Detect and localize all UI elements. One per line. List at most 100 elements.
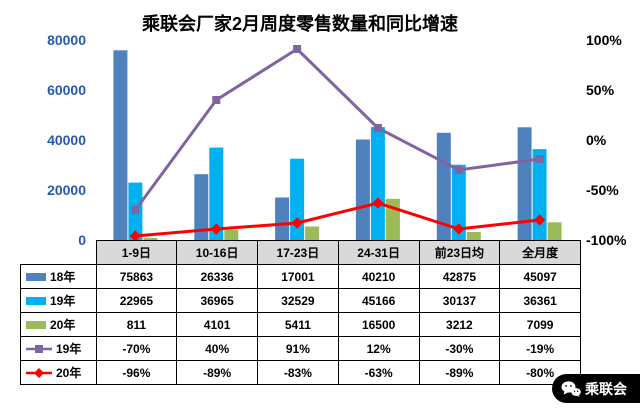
bar-18年-1-9日 [113, 50, 128, 240]
table-cell: 12% [337, 336, 420, 361]
right-axis-tick: -100% [586, 232, 627, 248]
table-cell: 75863 [95, 264, 178, 289]
table-cell: -83% [257, 360, 339, 385]
column-header: 1-9日 [95, 240, 178, 265]
table-cell: 32529 [257, 288, 339, 313]
line-marker-square [212, 96, 221, 104]
table-cell: 4101 [176, 312, 258, 337]
column-header: 17-23日 [257, 240, 339, 265]
line-marker-diamond [291, 217, 303, 229]
line-marker-diamond [210, 223, 222, 235]
table-cell: 36361 [499, 288, 581, 313]
table-row: 18年 75863 26336 17001 40210 42875 45097 [20, 264, 581, 289]
line-square-legend-icon [26, 345, 52, 353]
line-marker-square [373, 124, 382, 132]
series-name: 20年 [56, 366, 82, 380]
left-axis-tick: 80000 [47, 32, 86, 48]
table-row: 19年 -70% 40% 91% 12% -30% -19% [20, 336, 581, 361]
table-cell: 811 [95, 312, 178, 337]
table-cell: 7099 [499, 312, 581, 337]
left-axis-tick: 60000 [47, 82, 86, 98]
left-axis-tick: 20000 [47, 182, 86, 198]
table-cell: 16500 [337, 312, 420, 337]
right-axis-tick: 50% [586, 82, 615, 98]
table-cell: 30137 [418, 288, 501, 313]
column-header: 前23日均 [418, 240, 501, 265]
left-axis-tick: 40000 [47, 132, 86, 148]
chart-title: 乘联会厂家2月周度零售数量和同比增速 [141, 14, 458, 34]
series-legend-cell: 20年 [20, 312, 97, 337]
column-header: 10-16日 [176, 240, 258, 265]
table-cell: -63% [337, 360, 420, 385]
watermark-label: 乘联会 [585, 380, 627, 397]
table-cell: -89% [418, 360, 501, 385]
right-axis-tick: 0% [586, 132, 607, 148]
column-header: 全月度 [499, 240, 581, 265]
table-cell: -89% [176, 360, 258, 385]
table-header-row: 1-9日 10-16日 17-23日 24-31日 前23日均 全月度 [21, 240, 581, 265]
bar-19年-24-31日 [370, 127, 385, 240]
table-cell: 42875 [418, 264, 501, 289]
bar-20年-10-16日 [224, 229, 239, 240]
line-marker-diamond [533, 214, 546, 226]
table-cell: 40210 [337, 264, 420, 289]
left-axis-tick: 0 [78, 232, 86, 248]
table-row: 20年 811 4101 5411 16500 3212 7099 [20, 312, 581, 337]
table-cell: 22965 [95, 288, 178, 313]
line-marker-square [131, 206, 140, 214]
series-legend-cell: 18年 [20, 264, 97, 289]
growth-line-20年 [135, 201, 540, 238]
table-row: 20年 -96% -89% -83% -63% -89% -80% [20, 360, 581, 385]
line-marker-diamond [129, 230, 142, 242]
bar-18年-全月度 [517, 127, 532, 240]
table-cell: -96% [95, 360, 178, 385]
table-cell: 5411 [257, 312, 339, 337]
table-cell: -19% [499, 336, 581, 361]
series-name: 18年 [50, 270, 76, 284]
series-name: 19年 [50, 294, 76, 308]
table-cell: 40% [176, 336, 258, 361]
table-cell: 45166 [337, 288, 420, 313]
series-name: 20年 [50, 318, 76, 332]
wechat-icon [561, 380, 581, 397]
line-marker-square [535, 155, 544, 163]
bar-legend-icon [26, 321, 46, 329]
table-cell: 36965 [176, 288, 258, 313]
line-marker-square [293, 45, 302, 53]
table-cell: -70% [95, 336, 178, 361]
table-row: 19年 22965 36965 32529 45166 30137 36361 [20, 288, 581, 313]
growth-line-19年 [134, 47, 540, 211]
table-cell: 26336 [176, 264, 258, 289]
series-legend-cell: 20年 [20, 360, 97, 385]
table-cell: 3212 [418, 312, 501, 337]
bar-legend-icon [26, 297, 46, 305]
right-axis-tick: -50% [586, 182, 619, 198]
bar-18年-24-31日 [355, 139, 370, 240]
line-marker-diamond [453, 223, 465, 235]
table-corner [21, 241, 97, 265]
series-legend-cell: 19年 [20, 336, 97, 361]
combo-chart-canvas: 0 20000 40000 60000 80000 -100% -50% 0% 50% 100% [47, 32, 627, 248]
bar-18年-10-16日 [194, 174, 209, 240]
bar-20年-全月度 [547, 222, 562, 240]
table-cell: 91% [257, 336, 339, 361]
column-header: 24-31日 [337, 240, 420, 265]
bar-18年-17-23日 [275, 197, 290, 240]
bar-19年-17-23日 [290, 158, 305, 240]
bar-19年-全月度 [532, 149, 547, 240]
table-cell: -30% [418, 336, 501, 361]
right-axis-tick: 100% [586, 32, 622, 48]
series-name: 19年 [56, 342, 82, 356]
bar-20年-17-23日 [305, 226, 320, 240]
line-marker-diamond [372, 197, 384, 209]
bar-20年-1-9日 [143, 238, 158, 240]
table-cell: 17001 [257, 264, 339, 289]
series-legend-cell: 19年 [20, 288, 97, 313]
bar-20年-前23日均 [466, 232, 481, 240]
watermark-badge: 乘联会 [552, 374, 640, 403]
table-cell: 45097 [499, 264, 581, 289]
line-marker-square [454, 166, 463, 174]
bar-legend-icon [26, 273, 46, 281]
data-table: 1-9日 10-16日 17-23日 24-31日 前23日均 全月度 18年 75863 26… [20, 240, 581, 385]
